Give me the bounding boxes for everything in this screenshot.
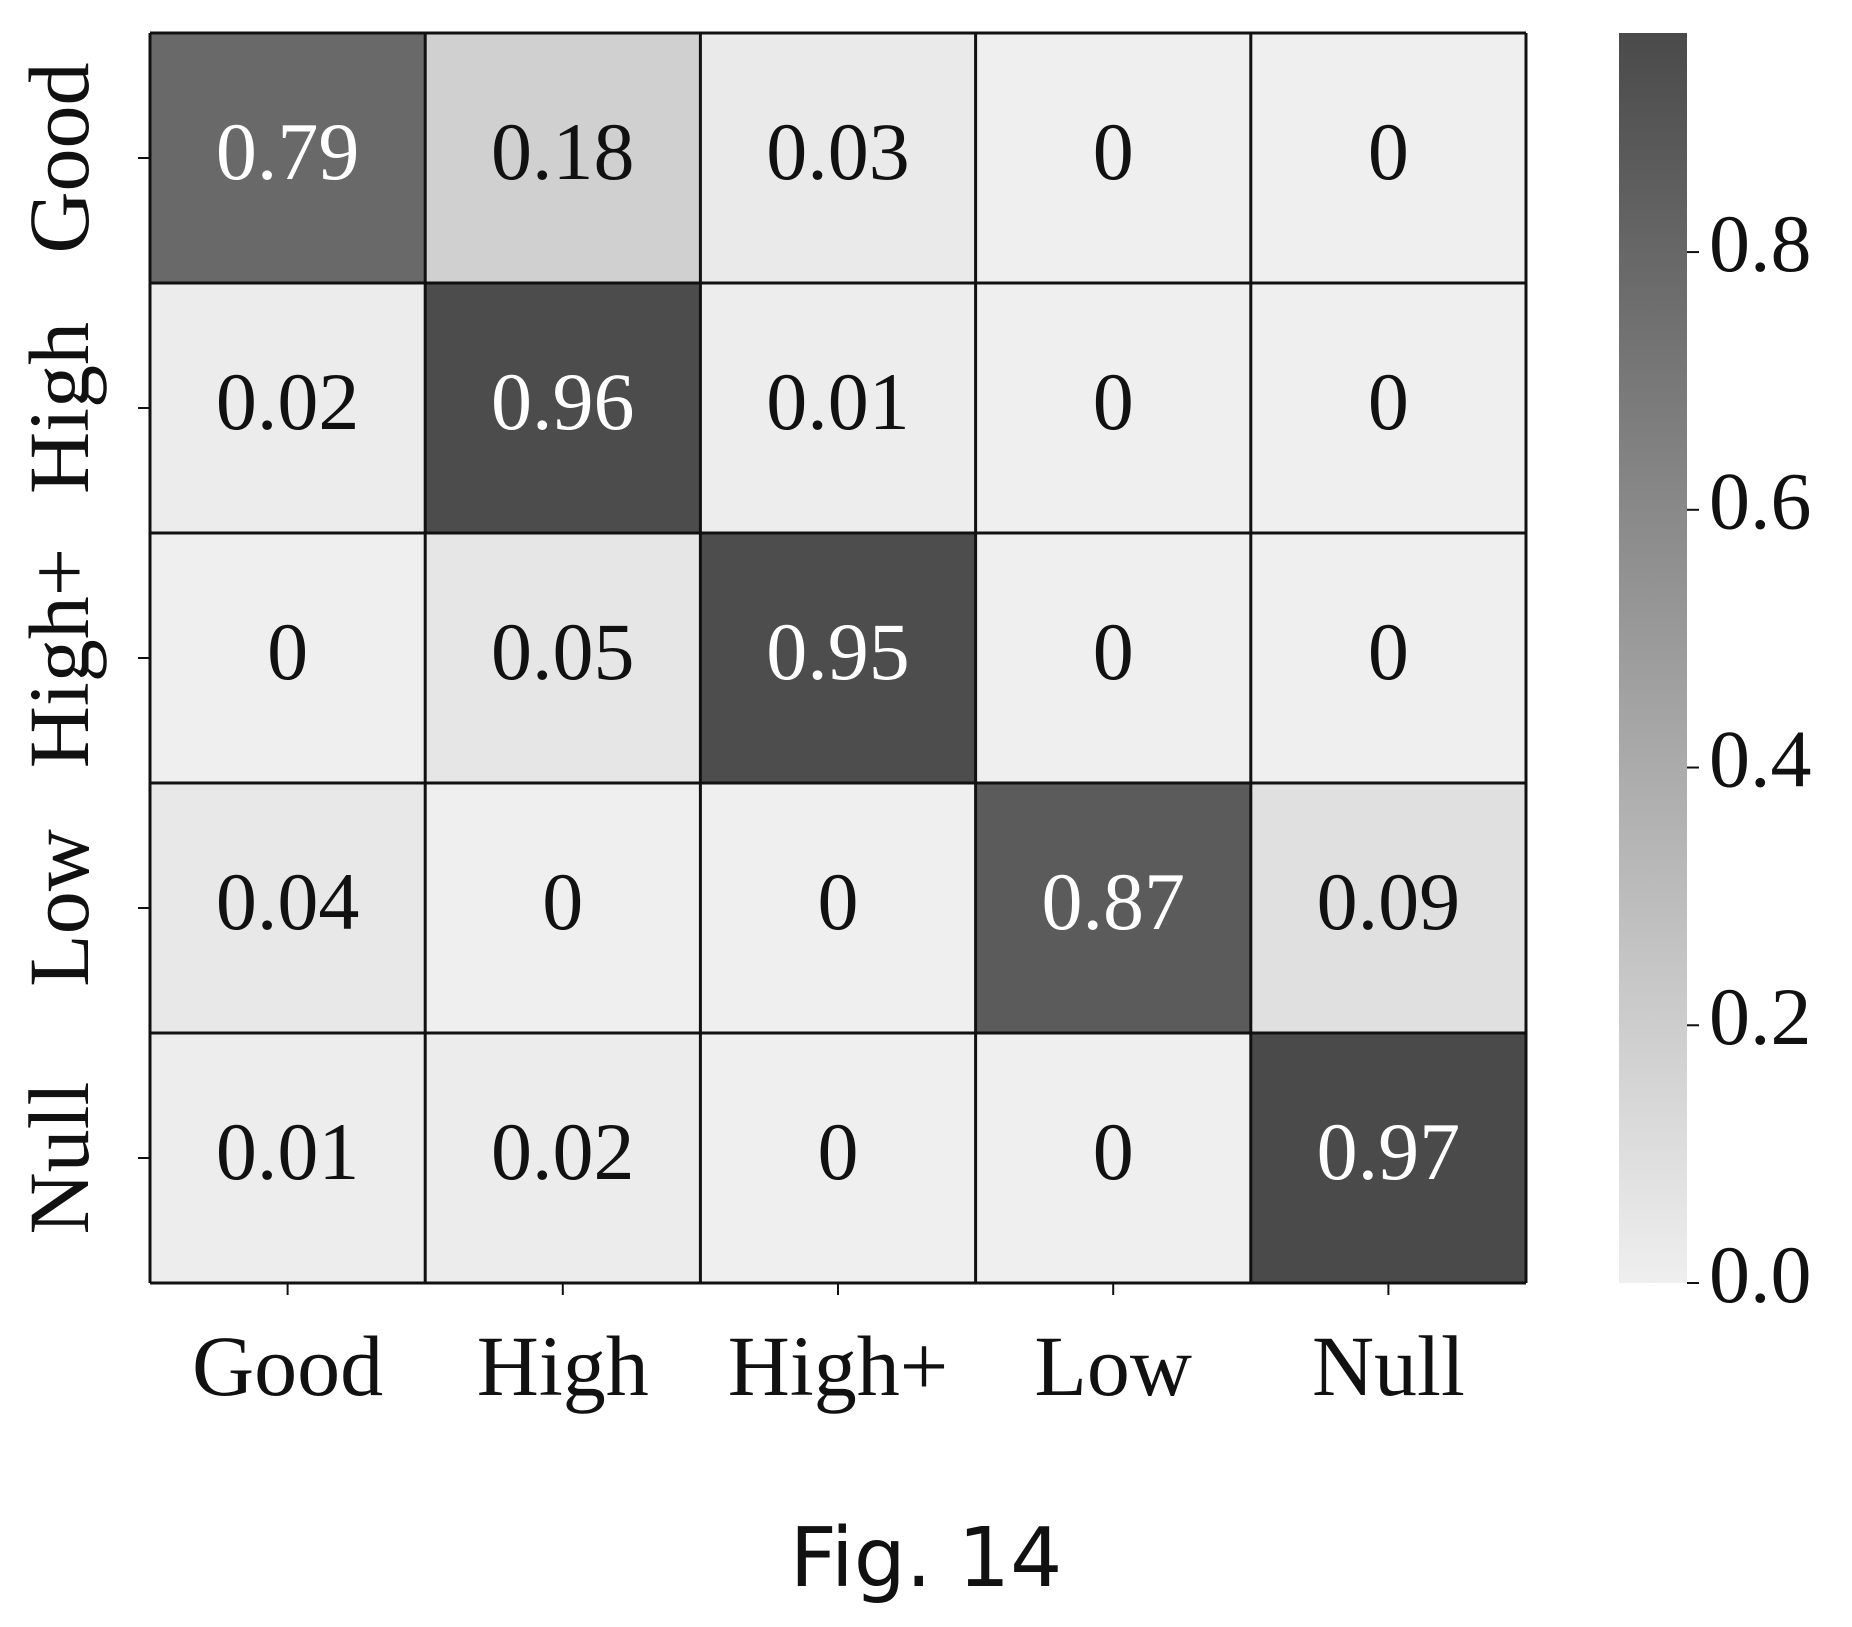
- cell-value-label: 0.04: [216, 856, 360, 947]
- colorbar-scale: [1619, 33, 1687, 1283]
- heatmap-cell: [150, 283, 426, 533]
- x-tick-label: High+: [728, 1318, 949, 1414]
- cell-value-label: 0.96: [491, 356, 635, 447]
- cell-value-label: 0.87: [1041, 856, 1185, 947]
- colorbar-tick-label: 0.2: [1709, 971, 1812, 1062]
- heatmap-cell: [1250, 33, 1526, 283]
- cell-value-label: 0.97: [1317, 1106, 1461, 1197]
- heatmap-cell: [975, 33, 1251, 283]
- cell-value-label: 0.03: [766, 106, 910, 197]
- heatmap-cell: [150, 533, 426, 783]
- cell-value-label: 0: [542, 856, 583, 947]
- cell-value-label: 0.95: [766, 606, 910, 697]
- colorbar-tick-label: 0.4: [1709, 713, 1812, 804]
- colorbar: 0.0 0.2 0.4 0.6 0.8: [1619, 33, 1812, 1320]
- y-tick-label: High: [11, 322, 107, 494]
- heatmap-cell: [700, 783, 976, 1033]
- heatmap-cell: [1250, 533, 1526, 783]
- heatmap-cell: [1250, 1033, 1526, 1283]
- x-tick-label: Low: [1034, 1318, 1192, 1414]
- x-tick-label: Good: [192, 1318, 383, 1414]
- heatmap-axes: Good High High+ Low Null Good High High+ Low Null: [11, 62, 1465, 1414]
- figure-caption: Fig. 14: [789, 1511, 1063, 1606]
- cell-value-label: 0.02: [216, 356, 360, 447]
- heatmap-cell: [700, 283, 976, 533]
- cell-value-label: 0.18: [491, 106, 635, 197]
- heatmap-cell: [150, 33, 426, 283]
- heatmap-cell: [150, 1033, 426, 1283]
- heatmap-cell: [425, 283, 701, 533]
- cell-value-label: 0: [1368, 356, 1409, 447]
- heatmap-cell: [425, 783, 701, 1033]
- heatmap-cell: [700, 533, 976, 783]
- heatmap-cell: [975, 533, 1251, 783]
- cell-value-label: 0.05: [491, 606, 635, 697]
- cell-value-label: 0.02: [491, 1106, 635, 1197]
- cell-value-label: 0: [818, 1106, 859, 1197]
- heatmap-cell: [425, 1033, 701, 1283]
- x-tick-label: Null: [1312, 1318, 1465, 1414]
- colorbar-tick-label: 0.8: [1709, 198, 1812, 289]
- y-tick-label: Null: [11, 1082, 107, 1235]
- heatmap-cell: [150, 783, 426, 1033]
- heatmap-cell: [425, 533, 701, 783]
- heatmap-cell: [700, 33, 976, 283]
- x-tick-label: High: [477, 1318, 649, 1414]
- cell-value-label: 0: [267, 606, 308, 697]
- heatmap-cell: [425, 33, 701, 283]
- heatmap-cell: [975, 283, 1251, 533]
- cell-value-label: 0.01: [766, 356, 910, 447]
- cell-value-label: 0: [1093, 1106, 1134, 1197]
- y-tick-label: High+: [11, 548, 107, 769]
- cell-value-label: 0: [1368, 606, 1409, 697]
- cell-value-label: 0.79: [216, 106, 360, 197]
- cell-value-label: 0: [1093, 356, 1134, 447]
- cell-value-label: 0: [818, 856, 859, 947]
- cell-value-label: 0: [1368, 106, 1409, 197]
- heatmap-cell: [975, 783, 1251, 1033]
- cell-value-label: 0.09: [1317, 856, 1461, 947]
- colorbar-tick-label: 0.0: [1709, 1229, 1812, 1320]
- heatmap-cells: 0.79 0.18 0.03 0 0 0.02 0.96 0.01 0 0 0 0.05 0.95 0 0 0…: [150, 33, 1526, 1283]
- confusion-matrix-heatmap: 0.79 0.18 0.03 0 0 0.02 0.96 0.01 0 0 0 0.05 0.95 0 0 0…: [11, 31, 1812, 1414]
- cell-value-label: 0: [1093, 606, 1134, 697]
- heatmap-cell: [975, 1033, 1251, 1283]
- cell-value-label: 0: [1093, 106, 1134, 197]
- heatmap-cell: [1250, 283, 1526, 533]
- colorbar-tick-label: 0.6: [1709, 456, 1812, 547]
- heatmap-grid: [148, 31, 1528, 1285]
- cell-value-label: 0.01: [216, 1106, 360, 1197]
- y-tick-label: Low: [11, 829, 107, 987]
- heatmap-cell: [1250, 783, 1526, 1033]
- y-tick-label: Good: [11, 62, 107, 253]
- heatmap-cell: [700, 1033, 976, 1283]
